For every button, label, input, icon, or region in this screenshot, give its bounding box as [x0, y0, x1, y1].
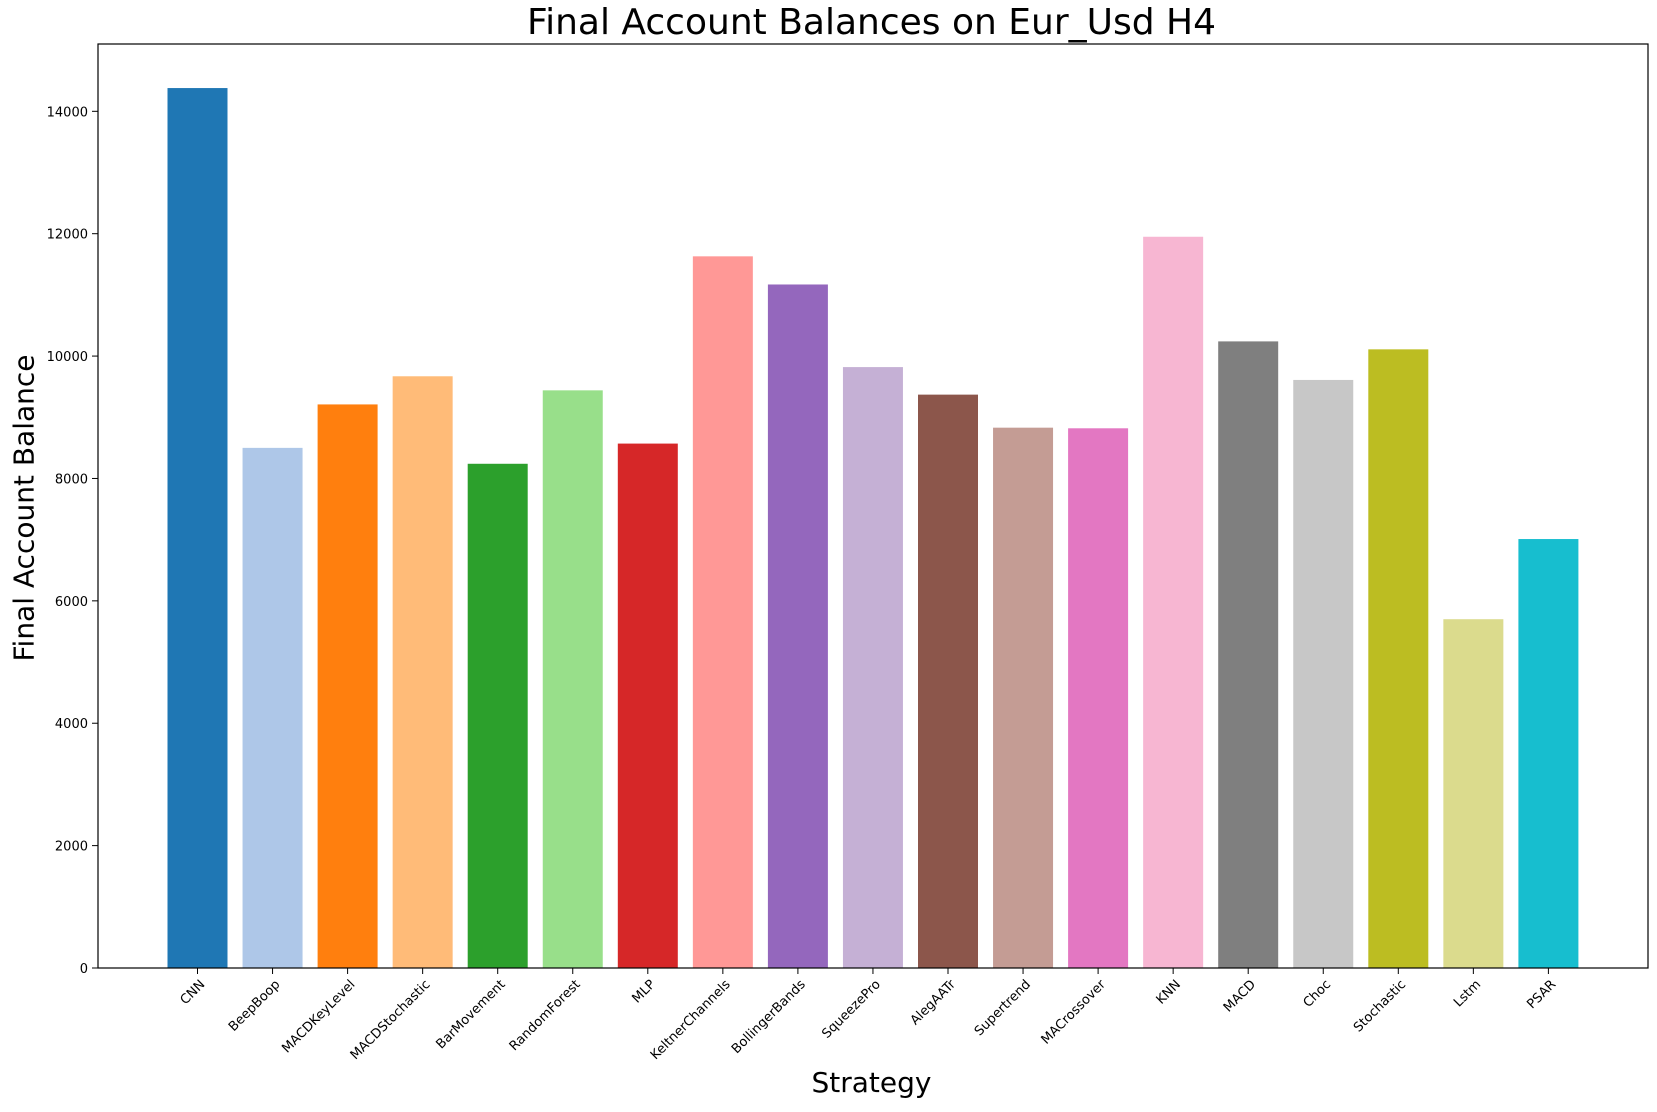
y-tick-label: 2000	[55, 840, 88, 855]
bar-cnn	[167, 88, 228, 968]
bar-beepboop	[242, 447, 303, 968]
bar-macdstochastic	[392, 376, 453, 969]
bar-lstm	[1443, 619, 1504, 968]
bar-supertrend	[993, 427, 1054, 968]
x-tick-label: MACD	[1221, 977, 1259, 1015]
x-tick-label: BollingerBands	[729, 977, 809, 1057]
bar-macd	[1218, 341, 1279, 968]
y-tick-label: 0	[80, 962, 88, 977]
bar-mlp	[617, 443, 678, 968]
bar-alegaatr	[918, 394, 978, 968]
x-tick-label: PSAR	[1524, 977, 1559, 1012]
bar-choc	[1293, 379, 1354, 969]
bar-macdkeylevel	[317, 404, 378, 968]
x-tick-label: SqueezePro	[819, 977, 884, 1042]
x-tick-label: AlegAATr	[908, 977, 960, 1029]
bar-stochastic	[1368, 349, 1429, 968]
bar-psar	[1518, 539, 1579, 968]
bar-macrossover	[1068, 428, 1129, 968]
plot-frame	[97, 43, 1649, 969]
x-tick-label: MACDKeyLevel	[279, 977, 358, 1056]
x-axis-label: Strategy	[811, 1066, 932, 1099]
bar-knn	[1143, 236, 1204, 968]
y-tick-label: 4000	[55, 717, 88, 732]
bar-bollingerbands	[767, 284, 828, 969]
x-tick-label: BeepBoop	[226, 977, 283, 1034]
y-tick-label: 14000	[47, 105, 88, 120]
y-tick-label: 8000	[55, 472, 88, 487]
y-tick-label: 12000	[47, 228, 88, 243]
y-axis: 0 2000 4000 6000 8000 10000 12000 14000	[47, 105, 98, 977]
bars-group	[167, 88, 1579, 969]
bar-keltnerchannels	[692, 256, 753, 968]
x-tick-label: CNN	[178, 977, 209, 1008]
chart-title: Final Account Balances on Eur_Usd H4	[526, 2, 1216, 43]
x-tick-label: Stochastic	[1351, 977, 1409, 1035]
y-tick-label: 6000	[55, 595, 88, 610]
bar-randomforest	[542, 390, 603, 968]
x-tick-label: Choc	[1301, 977, 1335, 1011]
x-tick-label: KNN	[1154, 977, 1184, 1007]
x-tick-label: MLP	[629, 977, 658, 1006]
bar-squeezepro	[842, 367, 903, 969]
x-tick-label: MACDStochastic	[348, 977, 434, 1063]
bar-barmovement	[467, 463, 528, 968]
x-tick-label: Supertrend	[972, 977, 1034, 1039]
y-tick-label: 10000	[47, 350, 88, 365]
x-tick-label: KeltnerChannels	[648, 977, 734, 1063]
x-tick-label: RandomForest	[507, 977, 584, 1054]
x-tick-label: BarMovement	[434, 977, 509, 1052]
x-tick-label: Lstm	[1451, 977, 1484, 1010]
y-axis-label: Final Account Balance	[7, 354, 41, 662]
x-tick-label: MACrossover	[1039, 977, 1110, 1048]
